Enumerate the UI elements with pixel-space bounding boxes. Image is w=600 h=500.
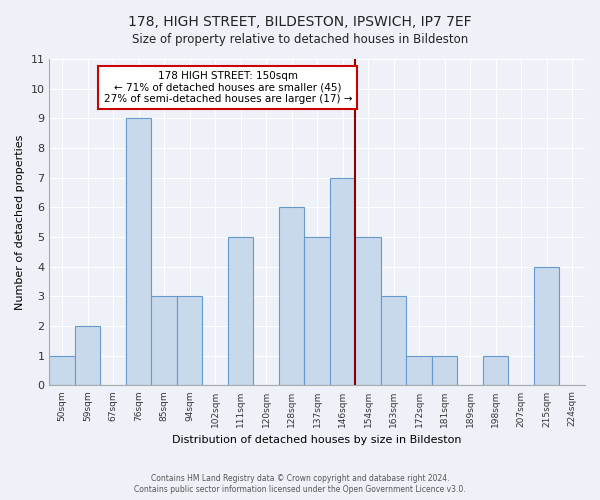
Y-axis label: Number of detached properties: Number of detached properties: [15, 134, 25, 310]
Bar: [432, 356, 457, 386]
Bar: [151, 296, 177, 386]
X-axis label: Distribution of detached houses by size in Bildeston: Distribution of detached houses by size …: [172, 435, 462, 445]
Bar: [228, 237, 253, 386]
Bar: [534, 266, 559, 386]
Bar: [483, 356, 508, 386]
Text: 178, HIGH STREET, BILDESTON, IPSWICH, IP7 7EF: 178, HIGH STREET, BILDESTON, IPSWICH, IP…: [128, 15, 472, 29]
Bar: [126, 118, 151, 386]
Bar: [279, 208, 304, 386]
Text: Size of property relative to detached houses in Bildeston: Size of property relative to detached ho…: [132, 32, 468, 46]
Bar: [330, 178, 355, 386]
Bar: [177, 296, 202, 386]
Bar: [406, 356, 432, 386]
Bar: [75, 326, 100, 386]
Text: Contains HM Land Registry data © Crown copyright and database right 2024.
Contai: Contains HM Land Registry data © Crown c…: [134, 474, 466, 494]
Bar: [355, 237, 381, 386]
Bar: [381, 296, 406, 386]
Bar: [49, 356, 75, 386]
Text: 178 HIGH STREET: 150sqm
← 71% of detached houses are smaller (45)
27% of semi-de: 178 HIGH STREET: 150sqm ← 71% of detache…: [104, 71, 352, 104]
Bar: [304, 237, 330, 386]
